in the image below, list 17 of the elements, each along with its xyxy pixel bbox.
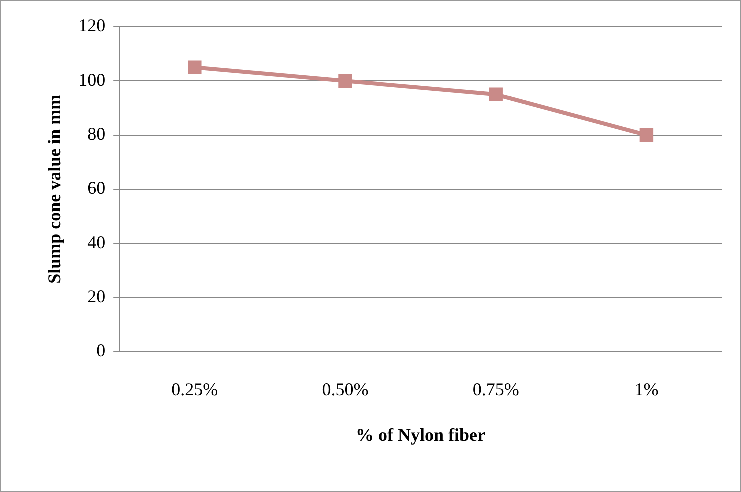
y-tick-label: 60	[88, 178, 106, 198]
y-tick-label: 120	[78, 16, 106, 36]
point	[489, 88, 503, 102]
x-tick-label: 1%	[634, 379, 659, 400]
y-tick-label: 20	[88, 286, 106, 306]
point	[640, 128, 654, 142]
point	[338, 74, 352, 88]
x-tick-label: 0.50%	[322, 379, 369, 400]
y-axis-title: Slump cone value in mm	[44, 94, 64, 284]
x-tick-label: 0.25%	[172, 379, 218, 400]
x-tick-label: 0.75%	[472, 379, 520, 400]
x-axis-title: % of Nylon fiber	[356, 424, 486, 445]
y-tick-label: 100	[78, 70, 106, 90]
y-tick-label: 40	[88, 232, 106, 252]
y-tick-label: 0	[96, 340, 106, 361]
y-tick-label: 80	[88, 124, 106, 144]
point	[188, 60, 202, 74]
